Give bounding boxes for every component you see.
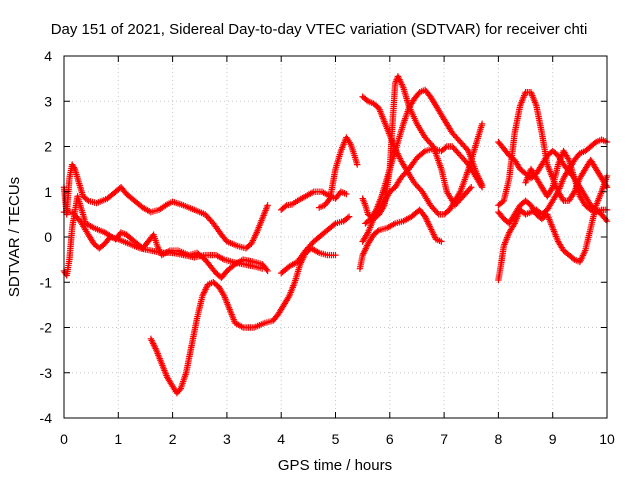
data-point bbox=[75, 216, 83, 223]
data-series bbox=[60, 73, 611, 397]
data-point bbox=[478, 182, 485, 189]
y-tick-label: -3 bbox=[40, 365, 53, 381]
x-tick-label: 4 bbox=[277, 431, 285, 447]
data-point bbox=[456, 190, 463, 197]
data-point bbox=[570, 190, 577, 197]
data-series-17 bbox=[522, 147, 611, 216]
y-tick-label: 0 bbox=[44, 229, 52, 245]
data-point bbox=[438, 238, 445, 245]
x-tick-label: 8 bbox=[495, 431, 503, 447]
data-point bbox=[478, 184, 486, 191]
data-point bbox=[263, 266, 270, 273]
y-tick-label: 3 bbox=[44, 93, 52, 109]
data-point bbox=[463, 159, 471, 167]
data-point bbox=[380, 203, 387, 211]
grid bbox=[64, 56, 607, 418]
data-point bbox=[264, 267, 271, 275]
y-tick-label: 1 bbox=[44, 184, 52, 200]
y-axis-label: SDTVAR / TECUs bbox=[6, 177, 23, 297]
data-series-12 bbox=[359, 73, 475, 223]
data-point bbox=[463, 146, 471, 153]
x-tick-label: 10 bbox=[599, 431, 615, 447]
data-point bbox=[428, 141, 436, 149]
data-point bbox=[83, 196, 91, 203]
data-point bbox=[466, 185, 474, 192]
y-tick-label: -2 bbox=[40, 320, 53, 336]
data-series-5 bbox=[278, 188, 350, 214]
chart-title: Day 151 of 2021, Sidereal Day-to-day VTE… bbox=[51, 21, 588, 38]
data-point bbox=[468, 184, 475, 191]
x-tick-label: 9 bbox=[549, 431, 557, 447]
data-point bbox=[70, 164, 78, 171]
data-point bbox=[420, 148, 427, 156]
data-point bbox=[564, 155, 572, 162]
data-point bbox=[548, 185, 555, 192]
x-tick-label: 7 bbox=[440, 431, 448, 447]
data-point bbox=[332, 251, 339, 259]
y-tick-label: 2 bbox=[44, 139, 52, 155]
data-point bbox=[344, 214, 351, 221]
data-point bbox=[434, 209, 441, 217]
data-series-15 bbox=[495, 89, 611, 209]
x-tick-label: 2 bbox=[169, 431, 177, 447]
data-point bbox=[510, 221, 517, 229]
data-point bbox=[478, 120, 486, 128]
axis-ticks bbox=[63, 55, 608, 419]
data-point bbox=[602, 216, 610, 224]
data-point bbox=[345, 213, 353, 220]
data-point bbox=[330, 221, 338, 228]
data-point bbox=[354, 161, 361, 168]
data-series-1 bbox=[60, 161, 271, 252]
data-series-6 bbox=[278, 213, 353, 277]
data-point bbox=[417, 187, 425, 194]
data-point bbox=[363, 230, 371, 238]
y-tick-label: -1 bbox=[40, 274, 53, 290]
data-point bbox=[285, 294, 292, 301]
data-point bbox=[176, 386, 183, 394]
data-point bbox=[343, 190, 350, 198]
data-point bbox=[325, 196, 333, 204]
data-point bbox=[220, 291, 227, 298]
x-tick-label: 6 bbox=[386, 431, 394, 447]
data-series-2 bbox=[60, 193, 271, 281]
x-tick-label: 5 bbox=[332, 431, 340, 447]
data-point bbox=[442, 144, 449, 151]
data-point bbox=[374, 228, 381, 235]
data-series-4 bbox=[147, 245, 339, 397]
data-point bbox=[258, 265, 266, 272]
tick-labels: 0 1 2 3 4 5 6 7 8 9 10 -4 -3 -2 -1 0 1 2 3 4 bbox=[40, 48, 615, 447]
y-tick-label: 4 bbox=[44, 48, 52, 64]
data-point bbox=[282, 203, 289, 210]
x-tick-label: 1 bbox=[114, 431, 122, 447]
data-point bbox=[264, 202, 271, 209]
x-tick-label: 0 bbox=[60, 431, 68, 447]
data-series-3 bbox=[60, 208, 266, 272]
y-tick-label: -4 bbox=[40, 410, 53, 426]
x-axis-label: GPS time / hours bbox=[278, 457, 392, 474]
data-point bbox=[168, 381, 175, 389]
x-tick-label: 3 bbox=[223, 431, 231, 447]
data-series-7 bbox=[316, 134, 361, 211]
data-series-8 bbox=[356, 206, 445, 272]
